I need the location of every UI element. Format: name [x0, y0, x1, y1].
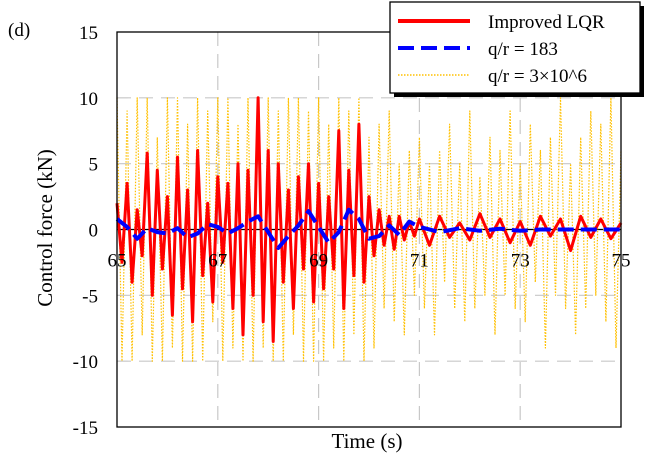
- series-line-qr-3e6: [116, 97, 622, 362]
- y-tick-label--15: -15: [73, 418, 98, 439]
- x-tick-label-65: 65: [108, 251, 127, 272]
- y-tick-label-10: 10: [79, 89, 98, 110]
- y-tick-labels: -15 -10 -5 0 5 10 15: [73, 23, 98, 439]
- series-line-improved-lqr: [115, 96, 623, 343]
- y-tick-label--5: -5: [82, 286, 98, 307]
- series-line-qr-183: [115, 207, 621, 250]
- x-tick-labels: 65 67 69 71 73 75: [108, 251, 631, 272]
- y-tick-label-0: 0: [89, 221, 99, 242]
- y-tick-label-15: 15: [79, 23, 98, 44]
- series-layer: [115, 96, 623, 362]
- legend-label-qr-183: q/r = 183: [488, 39, 558, 60]
- x-tick-label-69: 69: [309, 251, 328, 272]
- panel-label: (d): [8, 20, 30, 41]
- y-tick-label-5: 5: [89, 155, 99, 176]
- x-tick-label-73: 73: [511, 251, 530, 272]
- legend-label-improved-lqr: Improved LQR: [488, 12, 605, 33]
- legend-label-qr-3e6: q/r = 3×10^6: [488, 66, 587, 87]
- legend-box: [389, 1, 641, 94]
- legend: Improved LQR q/r = 183 q/r = 3×10^6: [389, 1, 644, 97]
- plot-frame: [116, 31, 622, 428]
- x-tick-label-75: 75: [612, 251, 631, 272]
- y-axis-title: Control force (kN): [33, 149, 57, 306]
- x-tick-label-67: 67: [208, 251, 227, 272]
- y-tick-label--10: -10: [73, 352, 98, 373]
- x-tick-label-71: 71: [410, 251, 429, 272]
- x-axis-title: Time (s): [332, 429, 403, 453]
